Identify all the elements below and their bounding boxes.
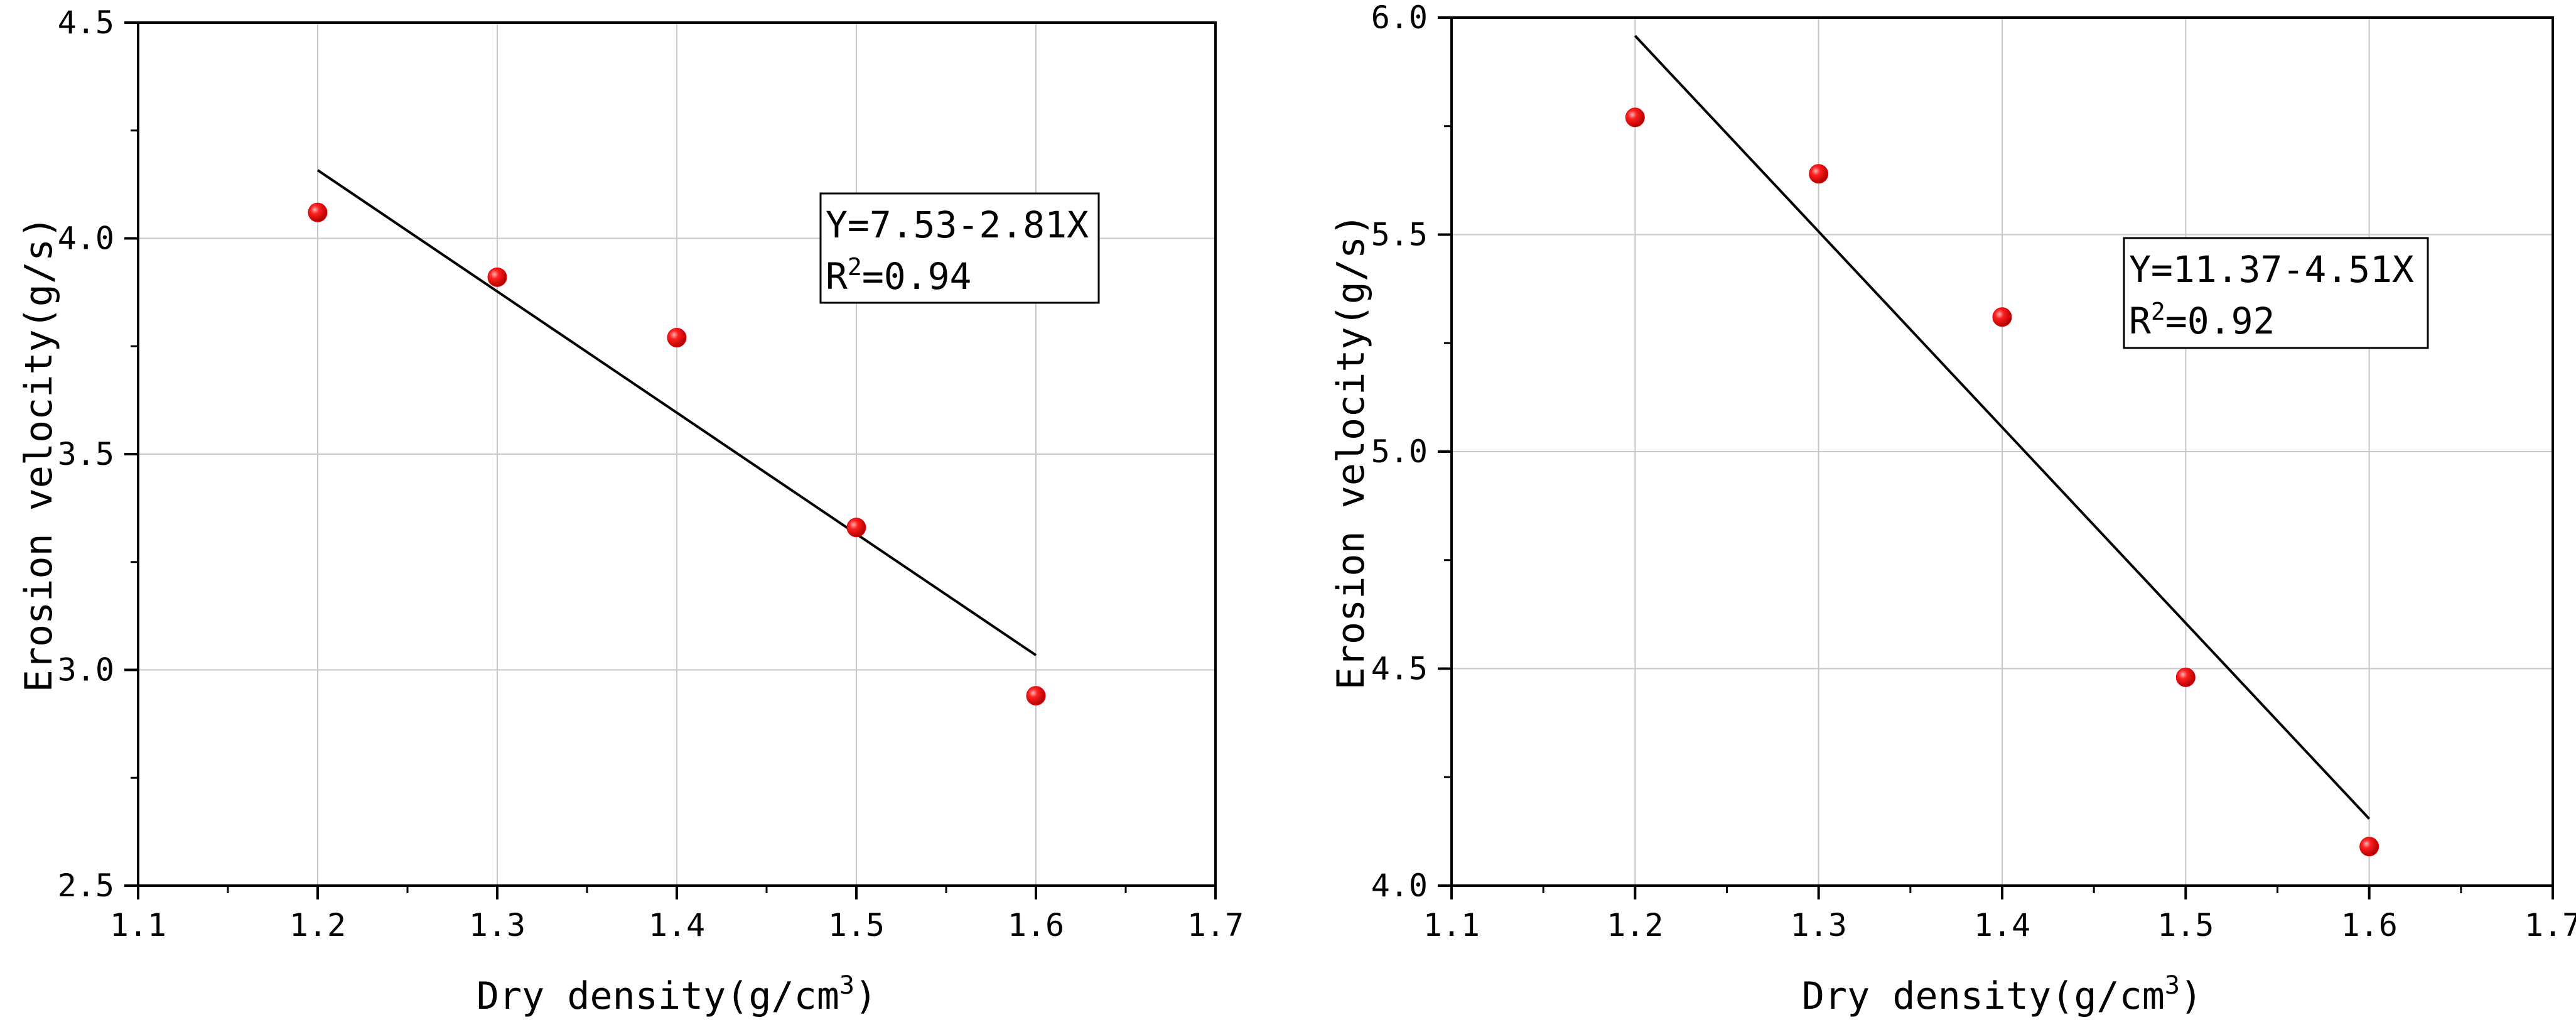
x-tick-label-left-3: 1.4 (649, 907, 705, 943)
y-axis-title-left: Erosion velocity(g/s) (17, 216, 61, 693)
y-tick-label-right-2: 5.0 (1371, 433, 1428, 470)
data-point-right-0 (1625, 107, 1645, 128)
ticks-right (1438, 16, 2554, 899)
y-tick-label-right-3: 5.5 (1371, 217, 1428, 253)
x-tick-label-right-2: 1.3 (1791, 907, 1847, 943)
data-point-left-2 (667, 328, 687, 348)
data-point-right-2 (1992, 307, 2012, 327)
fit-line-left (316, 169, 1037, 656)
data-points-right (1625, 107, 2379, 857)
x-tick-label-right-1: 1.2 (1607, 907, 1663, 943)
y-tick-label-left-3: 4.0 (58, 220, 114, 257)
equation-box-left: Y=7.53-2.81X R2=0.94 (819, 192, 1100, 304)
equation-text-left: Y=7.53-2.81X (826, 204, 1089, 246)
data-point-left-1 (487, 267, 507, 287)
equation-box-right: Y=11.37-4.51X R2=0.92 (2123, 237, 2429, 349)
grid-right (1452, 18, 2553, 886)
data-point-left-0 (308, 202, 328, 222)
data-point-left-4 (1026, 686, 1046, 706)
x-tick-label-right-6: 1.7 (2525, 907, 2576, 943)
chart-right: 1.1 1.2 1.3 1.4 1.5 1.6 1.7 4.0 4.5 5.0 5.5 6.0 Y=1… (1329, 0, 2576, 1018)
x-tick-label-right-4: 1.5 (2157, 907, 2214, 943)
equation-frame-left (819, 192, 1100, 304)
ticks-left (124, 21, 1217, 899)
y-tick-label-left-2: 3.5 (58, 436, 114, 472)
y-axis-title-right: Erosion velocity(g/s) (1329, 214, 1373, 690)
y-tick-label-right-0: 4.0 (1371, 867, 1428, 904)
y-tick-label-left-1: 3.0 (58, 652, 114, 688)
tick-labels-left: 1.1 1.2 1.3 1.4 1.5 1.6 1.7 2.5 3.0 3.5 4.0 4.5 (58, 4, 1244, 943)
y-tick-label-right-1: 4.5 (1371, 651, 1428, 687)
x-tick-label-left-4: 1.5 (828, 907, 885, 943)
x-tick-label-left-6: 1.7 (1187, 907, 1244, 943)
y-tick-label-right-4: 6.0 (1371, 0, 1428, 36)
y-tick-label-left-0: 2.5 (58, 867, 114, 904)
data-point-right-3 (2175, 667, 2196, 687)
data-point-right-4 (2359, 837, 2379, 857)
r2-text-left: R2=0.94 (826, 253, 971, 298)
y-tick-label-left-4: 4.5 (58, 4, 114, 41)
equation-frame-right (2123, 237, 2429, 349)
x-tick-label-left-0: 1.1 (110, 907, 166, 943)
chart-left: 1.1 1.2 1.3 1.4 1.5 1.6 1.7 2.5 3.0 3.5 4.0 4.5 Y=7… (17, 4, 1244, 1018)
x-tick-label-left-5: 1.6 (1008, 907, 1064, 943)
x-axis-title-left: Dry density(g/cm3) (477, 971, 877, 1018)
r2-text-right: R2=0.92 (2129, 298, 2275, 342)
x-tick-label-right-3: 1.4 (1974, 907, 2030, 943)
x-tick-label-right-0: 1.1 (1423, 907, 1480, 943)
grid-left (138, 23, 1215, 886)
tick-labels-right: 1.1 1.2 1.3 1.4 1.5 1.6 1.7 4.0 4.5 5.0 5.5 6.0 (1371, 0, 2576, 943)
data-point-left-3 (846, 518, 866, 538)
data-point-right-1 (1809, 164, 1829, 184)
x-axis-title-right: Dry density(g/cm3) (1802, 971, 2202, 1018)
x-tick-label-right-5: 1.6 (2341, 907, 2398, 943)
equation-text-right: Y=11.37-4.51X (2129, 248, 2414, 291)
x-tick-label-left-1: 1.2 (289, 907, 346, 943)
data-points-left (308, 202, 1046, 706)
fit-line-right (1634, 35, 2371, 820)
x-tick-label-left-2: 1.3 (469, 907, 525, 943)
